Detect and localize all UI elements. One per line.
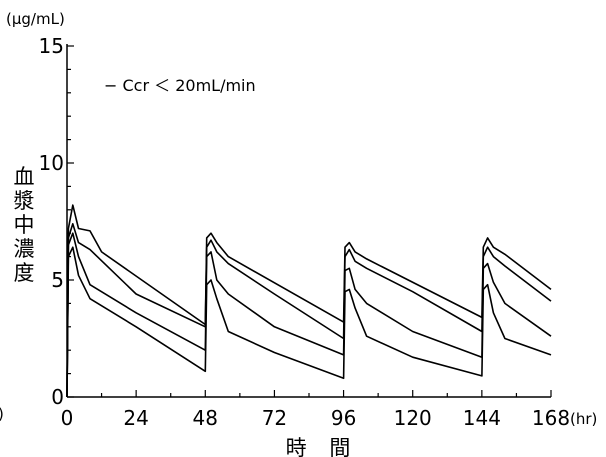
series-layer [66,204,552,398]
x-tick-label: 96 [331,406,356,430]
y-axis-title-char: 漿 [14,189,35,213]
clipped-left-label: ) [0,405,4,423]
x-axis-unit: (hr) [570,410,597,428]
y-tick-label: 5 [51,268,64,292]
y-axis-title-char: 血 [14,165,35,189]
y-axis-title-char: 濃 [14,237,35,261]
x-tick-label: 144 [463,406,501,430]
y-tick-label: 10 [39,151,64,175]
x-tick-label: 120 [394,406,432,430]
x-tick-label: 168 [532,406,570,430]
series-line-4 [66,246,552,398]
x-axis-title: 時 間 [286,436,359,457]
x-tick-label: 24 [123,406,148,430]
y-axis-title-char: 度 [14,261,35,285]
y-tick-label: 15 [39,34,64,58]
x-tick-label: 48 [193,406,218,430]
ticks: 0 5 10 15 0 24 48 72 96 120 144 168 [39,34,571,430]
series-line-1 [66,204,552,398]
x-tick-label: 0 [61,406,74,430]
series-line-2 [66,223,552,398]
y-axis-title-char: 中 [14,213,35,237]
axes [66,44,551,398]
series-line-3 [66,232,552,398]
x-tick-label: 72 [262,406,287,430]
y-tick-label: 0 [51,385,64,409]
y-axis-unit: (µg/mL) [6,10,65,28]
legend-entry: − Ccr ＜ 20mL/min [104,76,256,95]
